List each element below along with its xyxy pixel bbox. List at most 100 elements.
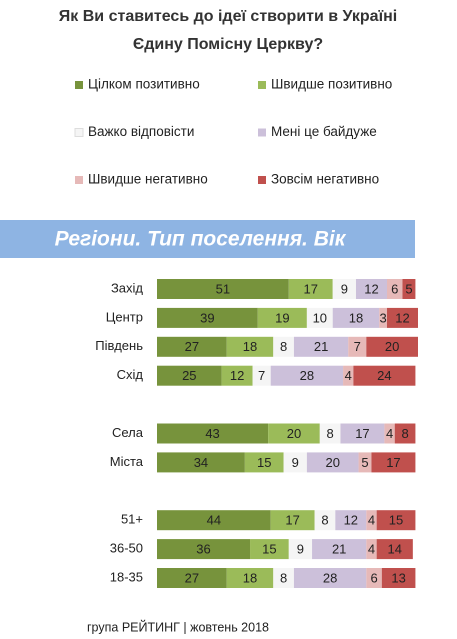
value-label: 5: [405, 281, 412, 296]
value-label: 12: [395, 310, 409, 325]
legend-label: Зовсім негативно: [271, 172, 379, 187]
bar-segment: [386, 307, 418, 328]
value-label: 43: [205, 426, 219, 441]
banner-background: [0, 220, 415, 258]
bar-segment: [157, 452, 245, 473]
bar-segment: [343, 365, 354, 386]
bar-segment: [306, 452, 359, 473]
value-label: 3: [379, 310, 386, 325]
bar-segment: [358, 452, 372, 473]
banner: Регіони. Тип поселення. Вік: [55, 228, 347, 251]
value-label: 8: [280, 339, 287, 354]
legend-label: Мені це байдуже: [271, 124, 377, 139]
bar-segment: [226, 568, 274, 588]
bar-segment: [273, 568, 294, 588]
bar-segment: [157, 423, 269, 444]
chart-title: Як Ви ставитесь до ідеї створити в Украї…: [59, 8, 397, 25]
value-label: 17: [304, 281, 318, 296]
bar-segment: [353, 365, 416, 386]
value-label: 8: [321, 513, 328, 528]
value-label: 9: [297, 542, 304, 557]
bar-segment: [157, 568, 227, 588]
bar-segment: [157, 336, 227, 357]
bar-segment: [355, 279, 387, 299]
value-label: 4: [386, 426, 393, 441]
value-label: 21: [332, 542, 346, 557]
value-label: 34: [194, 455, 208, 470]
bar-segment: [293, 336, 349, 357]
bar-segment: [402, 279, 416, 299]
value-label: 15: [389, 513, 403, 528]
bar-segment: [332, 279, 356, 299]
value-label: 6: [370, 570, 377, 585]
value-label: 17: [355, 426, 369, 441]
value-label: 51: [216, 281, 230, 296]
value-label: 4: [345, 368, 352, 383]
category-label: Міста: [110, 454, 144, 469]
value-label: 36: [196, 542, 210, 557]
value-label: 12: [230, 368, 244, 383]
value-label: 28: [300, 368, 314, 383]
bar-segment: [252, 365, 271, 386]
value-label: 7: [354, 339, 361, 354]
footer: група РЕЙТИНГ | жовтень 2018: [87, 619, 269, 634]
bar-segment: [319, 423, 341, 444]
bar-segment: [312, 539, 367, 560]
bar-segment: [250, 539, 289, 560]
bar-segment: [376, 510, 416, 531]
bar-segment: [379, 307, 387, 328]
bar-segment: [157, 279, 289, 299]
bar-segment: [226, 336, 274, 357]
legend-swatch: [258, 81, 266, 89]
bar-segment: [335, 510, 367, 531]
bar-segment: [221, 365, 253, 386]
value-label: 17: [386, 455, 400, 470]
legend-label: Швидше позитивно: [271, 77, 392, 92]
bar-segment: [270, 365, 344, 386]
value-label: 10: [313, 310, 327, 325]
chart-title: Єдину Помісну Церкву?: [133, 36, 323, 53]
value-label: 9: [341, 281, 348, 296]
bar-segment: [381, 568, 416, 588]
value-label: 18: [243, 570, 257, 585]
bar-segment: [332, 307, 380, 328]
category-label: Захід: [111, 280, 143, 295]
bar-segment: [366, 568, 382, 588]
value-label: 6: [391, 281, 398, 296]
bar-segment: [257, 307, 307, 328]
bar-segment: [306, 307, 333, 328]
value-label: 19: [275, 310, 289, 325]
value-label: 8: [401, 426, 408, 441]
bar-segment: [371, 452, 416, 473]
value-label: 39: [200, 310, 214, 325]
value-label: 15: [262, 542, 276, 557]
value-label: 20: [287, 426, 301, 441]
bar-segment: [384, 423, 395, 444]
value-label: 4: [368, 542, 375, 557]
legend-swatch: [75, 81, 83, 89]
bar-segment: [157, 365, 222, 386]
bar-segment: [244, 452, 284, 473]
category-label: 51+: [121, 512, 143, 527]
legend-label: Швидше негативно: [88, 172, 208, 187]
value-label: 17: [285, 513, 299, 528]
bar-segment: [157, 510, 271, 531]
value-label: 15: [257, 455, 271, 470]
value-label: 12: [364, 281, 378, 296]
category-label: Центр: [106, 309, 143, 324]
legend-label: Цілком позитивно: [88, 77, 200, 92]
value-label: 4: [368, 513, 375, 528]
legend-label: Важко відповісти: [88, 124, 194, 139]
bar-segment: [340, 423, 385, 444]
bar-segment: [288, 539, 313, 560]
bar-segment: [386, 279, 403, 299]
category-label: Південь: [95, 338, 143, 353]
legend-swatch: [258, 128, 266, 137]
category-label: 18-35: [110, 569, 143, 584]
value-label: 18: [349, 310, 363, 325]
legend-swatch: [258, 176, 266, 184]
value-label: 21: [314, 339, 328, 354]
category-label: Села: [112, 425, 144, 440]
bar-segment: [366, 336, 418, 357]
bar-segment: [394, 423, 416, 444]
